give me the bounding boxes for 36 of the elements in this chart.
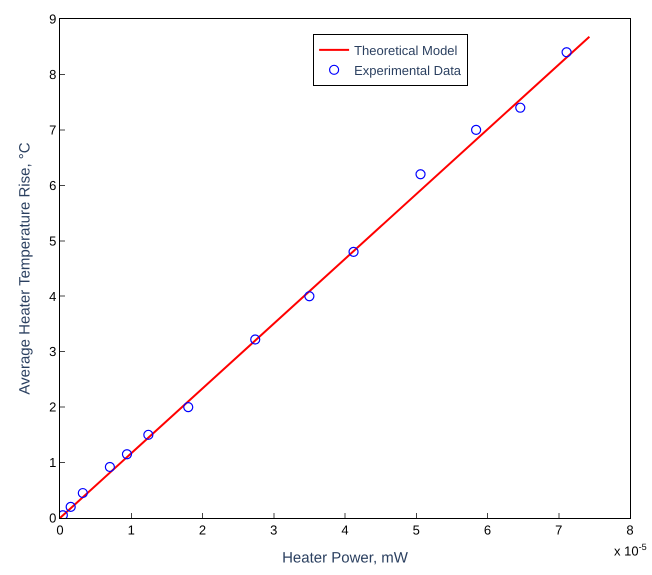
x-axis-title: Heater Power, mW [282,550,409,567]
x-tick-label: 4 [341,522,349,538]
legend-label: Experimental Data [354,62,462,78]
y-tick-label: 9 [49,12,56,27]
point [66,502,76,512]
x-tick-label: 8 [626,522,634,538]
point [122,449,132,460]
y-tick-label: 4 [49,288,56,304]
point [78,488,88,498]
y-tick-label: 7 [49,122,56,138]
point [515,102,526,113]
x-tick-label: 3 [270,522,278,538]
point [471,124,482,135]
point [250,334,260,345]
x-tick-label: 1 [128,522,135,538]
text: x 10$^{-5}$ [614,542,647,558]
y-tick-label: 6 [49,178,56,193]
point [348,246,359,257]
y-tick-label: 5 [49,233,56,248]
point [561,47,572,58]
x-tick-label: 7 [555,522,562,538]
x-tick-label: 5 [412,522,420,538]
y-tick-label: 8 [49,66,56,82]
y-tick-label: 3 [49,344,56,360]
point [104,462,115,472]
legend-label: Theoretical Model [354,42,458,58]
point [415,169,426,180]
y-tick-label: 1 [49,455,56,470]
point [304,291,314,302]
x-tick-label: 6 [484,522,492,538]
y-tick-label: 2 [49,400,56,415]
point [183,402,194,412]
y-tick-label: 0 [49,510,56,526]
x-tick-label: 2 [198,522,206,538]
y-axis-title: Average Heater Temperature Rise, °C [16,142,34,395]
point [143,430,154,440]
